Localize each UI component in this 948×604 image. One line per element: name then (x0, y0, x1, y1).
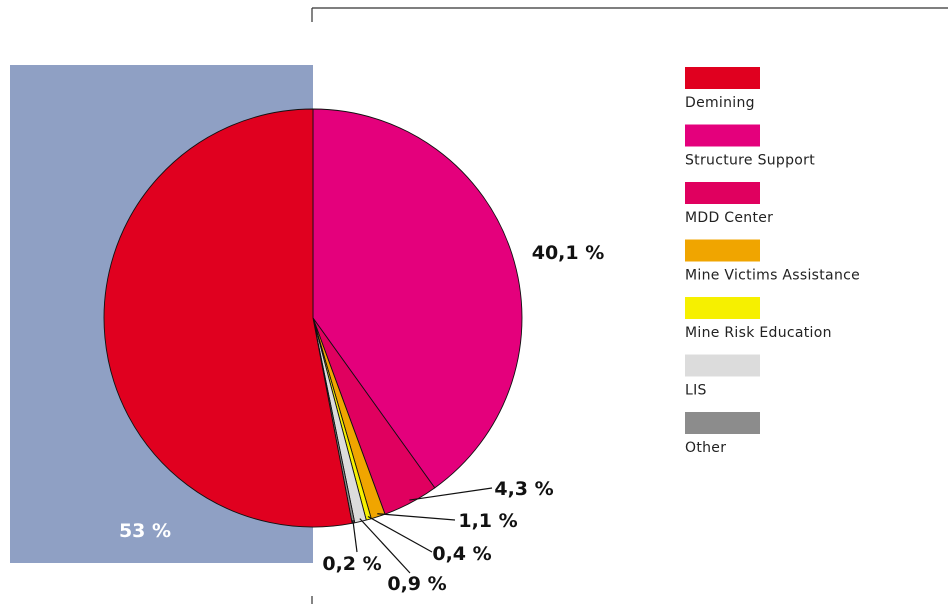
value-label-mine-victims-assistance: 1,1 % (458, 510, 517, 532)
leader-lines (352, 487, 493, 574)
legend-swatch-mdd-center (685, 182, 760, 204)
value-label-other: 0,2 % (322, 553, 381, 575)
frame-top-line (311, 7, 948, 22)
value-label-mdd-center: 4,3 % (494, 478, 553, 500)
legend-label-mine-risk-education: Mine Risk Education (685, 325, 832, 341)
pie-slice-demining (103, 108, 353, 528)
legend-swatch-demining (685, 67, 760, 89)
legend-label-other: Other (685, 440, 726, 456)
legend-swatch-mine-risk-education (685, 297, 760, 319)
legend-label-lis: LIS (685, 383, 707, 399)
value-label-lis: 0,9 % (387, 573, 446, 595)
pie-slice-structure-support (312, 108, 523, 489)
leader-line-other (352, 520, 358, 553)
leader-line-lis (359, 518, 411, 574)
legend-label-mine-victims-assistance: Mine Victims Assistance (685, 268, 860, 284)
legend-swatch-other (685, 412, 760, 434)
value-label-demining: 53 % (119, 520, 171, 542)
value-label-mine-risk-education: 0,4 % (432, 543, 491, 565)
legend-label-mdd-center: MDD Center (685, 210, 773, 226)
legend-swatch-lis (685, 354, 760, 377)
legend-swatch-structure-support (685, 124, 760, 147)
leader-line-mine-risk-education (367, 516, 433, 553)
leader-line-mdd-center (409, 487, 493, 501)
legend-swatch-mine-victims-assistance (685, 239, 760, 262)
value-labels: 40,1 % 4,3 % 1,1 % 0,4 % 0,9 % 0,2 % 53 % (119, 242, 604, 595)
legend-label-structure-support: Structure Support (685, 153, 815, 169)
pie-slices (103, 108, 523, 528)
legend-label-demining: Demining (685, 95, 755, 111)
legend: Demining Structure Support MDD Center Mine … (685, 67, 860, 456)
value-label-structure-support: 40,1 % (532, 242, 605, 264)
leader-line-mine-victims-assistance (377, 513, 456, 521)
